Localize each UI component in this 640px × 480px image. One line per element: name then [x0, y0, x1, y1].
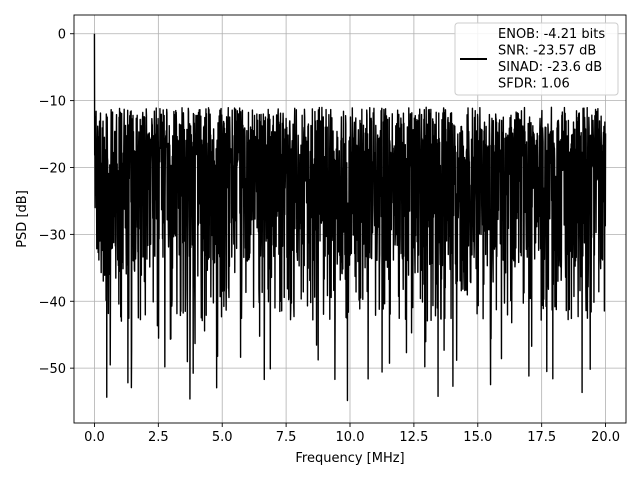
legend-entry-sinad: SINAD: -23.6 dB [498, 60, 602, 75]
x-tick-label: 5.0 [212, 430, 233, 445]
x-tick-label: 10.0 [336, 430, 365, 445]
legend-entry-enob: ENOB: -4.21 bits [498, 27, 605, 42]
x-tick-label: 2.5 [148, 430, 169, 445]
legend-box [454, 22, 619, 96]
x-tick-label: 15.0 [463, 430, 492, 445]
y-tick-label: 0 [58, 28, 66, 43]
psd-line [93, 33, 607, 402]
y-tick-label: −10 [39, 95, 66, 110]
series-psd [93, 33, 607, 402]
x-tick-label: 17.5 [527, 430, 556, 445]
y-axis-label: PSD [dB] [15, 190, 30, 248]
x-tick-label: 20.0 [591, 430, 620, 445]
x-axis-label: Frequency [MHz] [295, 451, 404, 466]
y-tick-label: −50 [39, 362, 66, 377]
x-tick-label: 7.5 [276, 430, 297, 445]
x-axis-ticks: 0.0 2.5 5.0 7.5 10.0 12.5 15.0 17.5 20.0 [84, 423, 620, 445]
legend-entry-sfdr: SFDR: 1.06 [498, 77, 570, 92]
x-tick-label: 0.0 [84, 430, 105, 445]
y-tick-label: −20 [39, 161, 66, 176]
y-tick-label: −30 [39, 228, 66, 243]
y-axis-ticks: 0 −10 −20 −30 −40 −50 [39, 28, 74, 377]
x-tick-label: 12.5 [399, 430, 428, 445]
legend: ENOB: -4.21 bits SNR: -23.57 dB SINAD: -… [454, 22, 619, 96]
legend-entry-snr: SNR: -23.57 dB [498, 44, 596, 59]
y-tick-label: −40 [39, 295, 66, 310]
